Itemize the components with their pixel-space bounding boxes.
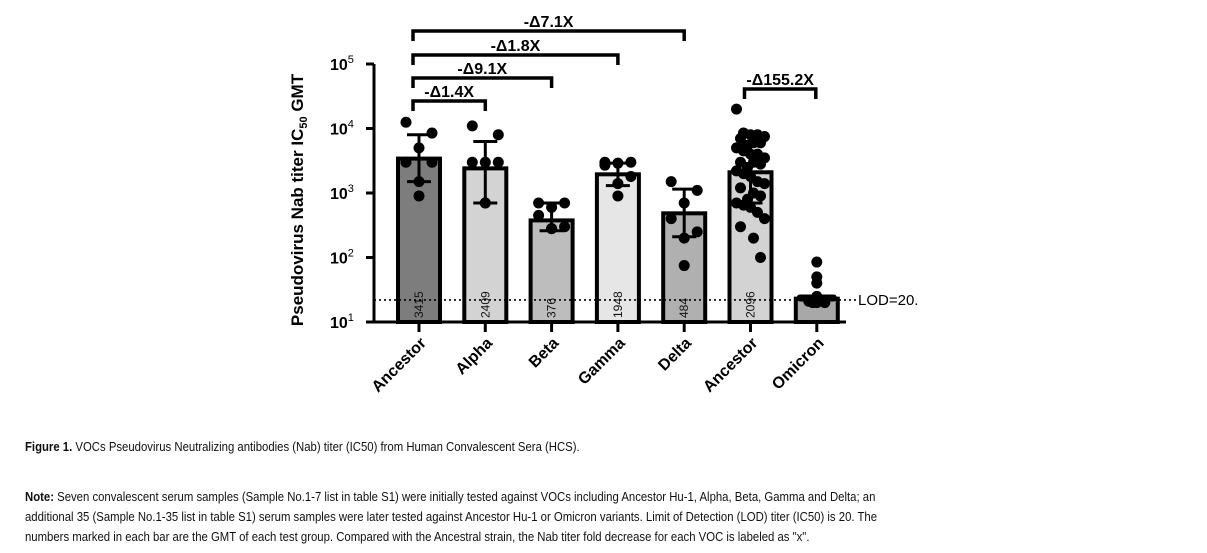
data-point	[426, 127, 438, 139]
data-point	[559, 197, 571, 209]
bar-label: 376	[545, 298, 559, 318]
x-tick-label: Ancestor	[369, 335, 430, 396]
data-point	[691, 184, 703, 196]
comparison-bracket	[411, 76, 554, 88]
data-point	[691, 226, 703, 238]
note-text-1: Seven convalescent serum samples (Sample…	[53, 489, 876, 504]
y-tick-label: 101	[330, 312, 354, 332]
bar-label: 2409	[478, 291, 492, 318]
chart: 3415 2409 376 1948 484 2096 LOD=20. 101 102 103…	[288, 14, 918, 396]
data-point	[466, 120, 478, 132]
data-point	[752, 206, 763, 218]
lod-layer: LOD=20.	[374, 292, 918, 309]
data-point	[811, 256, 823, 268]
data-point	[466, 156, 478, 168]
data-point	[426, 156, 438, 168]
y-axis-label: Pseudovirus Nab titer IC50 GMT	[288, 73, 310, 326]
x-tick-label: Ancestor	[700, 335, 761, 396]
x-tick-label: Omicron	[769, 335, 828, 394]
comparison-bracket	[411, 53, 620, 65]
y-tick-label: 104	[330, 119, 354, 139]
comparisons-layer: -Δ7.1X -Δ1.8X -Δ9.1X -Δ1.4X -Δ155.2X	[411, 14, 818, 111]
data-point	[755, 252, 766, 263]
data-point	[625, 171, 637, 183]
data-point	[735, 132, 746, 144]
data-point	[533, 209, 545, 221]
data-point	[612, 190, 624, 202]
data-point	[533, 197, 545, 209]
comparison-bracket	[411, 29, 686, 41]
x-tick-label: Beta	[526, 335, 563, 372]
comparison-label: -Δ1.8X	[491, 38, 541, 55]
comparison-label: -Δ1.4X	[424, 84, 474, 101]
y-tick-label: 102	[330, 248, 354, 268]
data-point	[811, 277, 823, 289]
y-tick-label: 103	[330, 183, 354, 203]
data-point	[665, 176, 677, 188]
x-tick-label: Gamma	[575, 335, 629, 389]
comparison-label: -Δ7.1X	[524, 14, 574, 31]
error-bars-layer	[407, 133, 763, 239]
note-line-3: numbers marked in each bar are the GMT o…	[25, 529, 810, 544]
bar-label: 3415	[412, 291, 426, 318]
x-tick-label: Alpha	[453, 335, 497, 379]
data-point	[492, 156, 504, 168]
data-point	[413, 190, 425, 202]
data-point	[755, 190, 766, 202]
data-point	[599, 159, 611, 171]
lod-label: LOD=20.	[858, 292, 918, 309]
data-point	[400, 156, 412, 168]
note-label: Note:	[25, 489, 54, 504]
note-line-1: Note: Seven convalescent serum samples (…	[25, 489, 875, 504]
figure-text: VOCs Pseudovirus Neutralizing antibodies…	[72, 439, 580, 454]
data-point	[735, 182, 746, 194]
bar-label: 484	[677, 298, 691, 318]
comparison-label: -Δ155.2X	[746, 72, 814, 89]
note-line-2: additional 35 (Sample No.1-35 list in ta…	[25, 509, 878, 524]
comparison-bracket	[411, 99, 488, 111]
comparison-label: -Δ9.1X	[457, 61, 507, 78]
comparison-bracket	[742, 87, 818, 99]
data-point	[665, 213, 677, 225]
y-tick-label: 105	[330, 54, 354, 74]
data-point	[625, 156, 637, 168]
bar-label: 1948	[611, 291, 625, 318]
data-point	[492, 129, 504, 141]
data-point	[735, 221, 746, 233]
data-point	[755, 158, 766, 170]
data-point	[731, 103, 742, 115]
data-point	[400, 116, 412, 128]
bar-label: 2096	[744, 291, 758, 318]
data-point-cluster	[796, 294, 837, 302]
data-point	[678, 260, 690, 272]
x-tick-label: Delta	[655, 335, 695, 375]
figure-label: Figure 1.	[25, 439, 73, 454]
data-point	[759, 178, 770, 190]
data-point	[759, 213, 770, 225]
figure-caption: Figure 1. VOCs Pseudovirus Neutralizing …	[25, 439, 580, 454]
data-point	[748, 232, 759, 244]
